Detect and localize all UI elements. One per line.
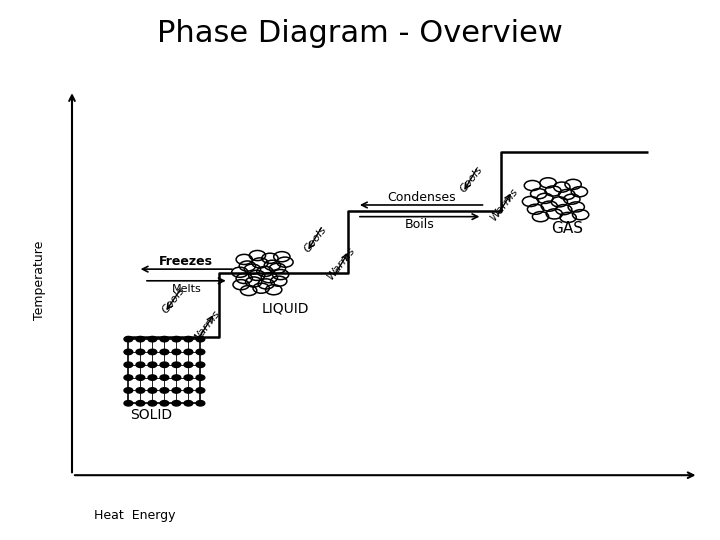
Text: LIQUID: LIQUID <box>261 301 309 315</box>
Text: SOLID: SOLID <box>130 408 173 422</box>
Circle shape <box>148 401 157 406</box>
Text: Warms: Warms <box>191 307 222 344</box>
Circle shape <box>160 388 168 393</box>
Circle shape <box>184 336 193 342</box>
Text: Freezes: Freezes <box>159 255 213 268</box>
Circle shape <box>124 401 132 406</box>
Circle shape <box>196 362 204 368</box>
Circle shape <box>136 349 145 355</box>
Circle shape <box>148 388 157 393</box>
Circle shape <box>196 375 204 380</box>
Circle shape <box>172 349 181 355</box>
Circle shape <box>136 375 145 380</box>
Circle shape <box>196 401 204 406</box>
Circle shape <box>172 388 181 393</box>
Circle shape <box>148 349 157 355</box>
Circle shape <box>148 375 157 380</box>
Circle shape <box>136 362 145 368</box>
Circle shape <box>184 401 193 406</box>
Circle shape <box>124 336 132 342</box>
Circle shape <box>172 401 181 406</box>
Circle shape <box>196 336 204 342</box>
Text: Boils: Boils <box>405 218 435 231</box>
Text: Cools: Cools <box>161 285 186 315</box>
Circle shape <box>160 349 168 355</box>
Text: Temperature: Temperature <box>33 241 46 320</box>
Text: Condenses: Condenses <box>387 191 456 204</box>
Circle shape <box>124 375 132 380</box>
Text: Heat  Energy: Heat Energy <box>94 509 175 522</box>
Circle shape <box>136 388 145 393</box>
Text: Cools: Cools <box>302 224 328 254</box>
Circle shape <box>136 336 145 342</box>
Circle shape <box>184 362 193 368</box>
Circle shape <box>124 388 132 393</box>
Circle shape <box>196 388 204 393</box>
Text: Phase Diagram - Overview: Phase Diagram - Overview <box>157 19 563 48</box>
Text: Warms: Warms <box>488 186 520 222</box>
Text: GAS: GAS <box>551 221 583 236</box>
Text: Warms: Warms <box>325 245 357 281</box>
Text: Melts: Melts <box>171 284 201 294</box>
Circle shape <box>124 362 132 368</box>
Circle shape <box>184 375 193 380</box>
Bar <box>128 339 200 403</box>
Circle shape <box>172 375 181 380</box>
Circle shape <box>160 336 168 342</box>
Text: Cools: Cools <box>458 165 485 194</box>
Circle shape <box>172 336 181 342</box>
Circle shape <box>160 375 168 380</box>
Circle shape <box>160 362 168 368</box>
Circle shape <box>136 401 145 406</box>
Circle shape <box>172 362 181 368</box>
Circle shape <box>184 349 193 355</box>
Circle shape <box>184 388 193 393</box>
Circle shape <box>124 349 132 355</box>
Circle shape <box>148 362 157 368</box>
Circle shape <box>160 401 168 406</box>
Circle shape <box>196 349 204 355</box>
Circle shape <box>148 336 157 342</box>
